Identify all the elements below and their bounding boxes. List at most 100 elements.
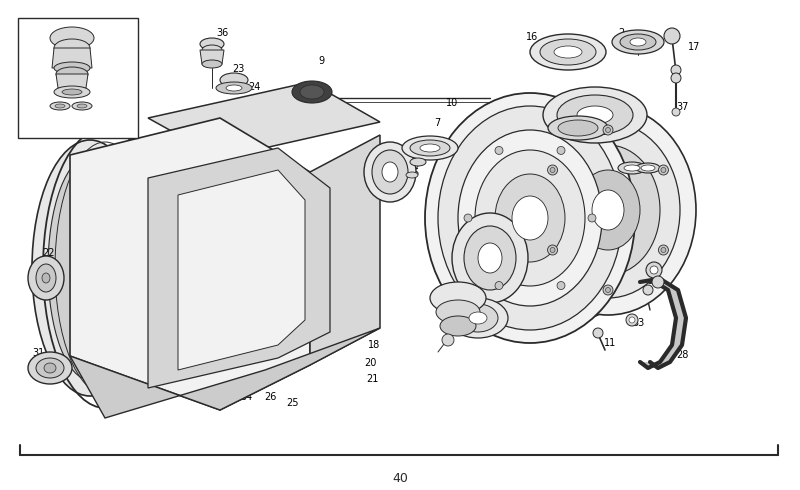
Polygon shape bbox=[70, 118, 310, 410]
Circle shape bbox=[593, 328, 603, 338]
Ellipse shape bbox=[636, 163, 660, 173]
Ellipse shape bbox=[612, 30, 664, 54]
Ellipse shape bbox=[452, 213, 528, 303]
Ellipse shape bbox=[202, 60, 222, 68]
Ellipse shape bbox=[372, 150, 408, 194]
Ellipse shape bbox=[554, 46, 582, 58]
Ellipse shape bbox=[28, 256, 64, 300]
Text: 26: 26 bbox=[264, 392, 276, 402]
Ellipse shape bbox=[44, 363, 56, 373]
Circle shape bbox=[550, 168, 555, 172]
Ellipse shape bbox=[36, 264, 56, 292]
Circle shape bbox=[547, 165, 558, 175]
Polygon shape bbox=[148, 148, 330, 388]
Polygon shape bbox=[70, 328, 380, 418]
Ellipse shape bbox=[557, 95, 633, 135]
Ellipse shape bbox=[36, 358, 64, 378]
Ellipse shape bbox=[410, 140, 450, 156]
Circle shape bbox=[606, 288, 610, 293]
Text: 1: 1 bbox=[170, 148, 176, 158]
Ellipse shape bbox=[402, 136, 458, 160]
Ellipse shape bbox=[48, 156, 132, 380]
Ellipse shape bbox=[592, 190, 624, 230]
Ellipse shape bbox=[556, 145, 660, 275]
Ellipse shape bbox=[226, 85, 242, 91]
Polygon shape bbox=[648, 362, 670, 368]
Ellipse shape bbox=[42, 273, 50, 283]
Ellipse shape bbox=[630, 38, 646, 46]
Ellipse shape bbox=[364, 142, 416, 202]
Text: 4: 4 bbox=[412, 138, 418, 148]
Circle shape bbox=[606, 127, 610, 132]
Text: 7: 7 bbox=[434, 118, 440, 128]
Ellipse shape bbox=[436, 300, 480, 324]
Text: 26: 26 bbox=[278, 352, 290, 362]
Text: 34: 34 bbox=[240, 392, 252, 402]
Ellipse shape bbox=[425, 93, 635, 343]
Text: 4: 4 bbox=[452, 296, 458, 306]
Ellipse shape bbox=[62, 89, 82, 95]
Ellipse shape bbox=[55, 104, 65, 108]
Ellipse shape bbox=[512, 196, 548, 240]
Circle shape bbox=[629, 317, 635, 323]
Ellipse shape bbox=[72, 102, 92, 110]
Ellipse shape bbox=[624, 165, 640, 171]
Text: 3: 3 bbox=[480, 318, 486, 328]
Circle shape bbox=[671, 65, 681, 75]
Ellipse shape bbox=[576, 170, 640, 250]
Ellipse shape bbox=[438, 106, 622, 330]
Ellipse shape bbox=[448, 298, 508, 338]
Polygon shape bbox=[660, 345, 682, 362]
Polygon shape bbox=[640, 362, 658, 368]
Text: 25: 25 bbox=[286, 398, 298, 408]
Text: 36A: 36A bbox=[112, 38, 131, 48]
Polygon shape bbox=[56, 74, 88, 88]
Text: 32: 32 bbox=[345, 230, 358, 240]
Ellipse shape bbox=[530, 34, 606, 70]
Text: 10: 10 bbox=[446, 98, 458, 108]
Circle shape bbox=[658, 245, 669, 255]
Text: 6: 6 bbox=[412, 168, 418, 178]
Text: 36A: 36A bbox=[96, 33, 114, 42]
Circle shape bbox=[664, 28, 680, 44]
Ellipse shape bbox=[620, 34, 656, 50]
Text: 37: 37 bbox=[676, 102, 688, 112]
Circle shape bbox=[557, 282, 565, 290]
Text: 31: 31 bbox=[32, 348, 44, 358]
Ellipse shape bbox=[558, 120, 598, 136]
Ellipse shape bbox=[420, 144, 440, 152]
Ellipse shape bbox=[469, 312, 487, 324]
Circle shape bbox=[672, 108, 680, 116]
Ellipse shape bbox=[220, 73, 248, 87]
Ellipse shape bbox=[292, 81, 332, 103]
Circle shape bbox=[603, 125, 613, 135]
Ellipse shape bbox=[54, 62, 90, 74]
Ellipse shape bbox=[200, 38, 224, 50]
Circle shape bbox=[646, 262, 662, 278]
Ellipse shape bbox=[300, 85, 324, 99]
Text: 40: 40 bbox=[392, 472, 408, 485]
Text: 11: 11 bbox=[604, 338, 616, 348]
Circle shape bbox=[650, 266, 658, 274]
Circle shape bbox=[652, 276, 664, 288]
Polygon shape bbox=[668, 290, 686, 318]
Circle shape bbox=[661, 247, 666, 252]
Text: 30: 30 bbox=[238, 360, 250, 370]
Ellipse shape bbox=[540, 39, 596, 65]
Text: 19: 19 bbox=[330, 318, 342, 328]
Polygon shape bbox=[52, 48, 92, 68]
Text: 38: 38 bbox=[302, 248, 314, 258]
Text: 21: 21 bbox=[366, 374, 378, 384]
Text: 24A: 24A bbox=[96, 83, 114, 92]
Ellipse shape bbox=[406, 172, 418, 178]
Text: 35: 35 bbox=[560, 118, 572, 128]
Circle shape bbox=[588, 214, 596, 222]
Text: 17: 17 bbox=[688, 42, 700, 52]
Ellipse shape bbox=[54, 39, 90, 57]
Ellipse shape bbox=[50, 102, 70, 110]
Ellipse shape bbox=[641, 165, 655, 171]
Text: 18: 18 bbox=[368, 340, 380, 350]
Text: 6: 6 bbox=[452, 324, 458, 334]
Text: 20: 20 bbox=[364, 358, 376, 368]
Ellipse shape bbox=[475, 150, 585, 286]
